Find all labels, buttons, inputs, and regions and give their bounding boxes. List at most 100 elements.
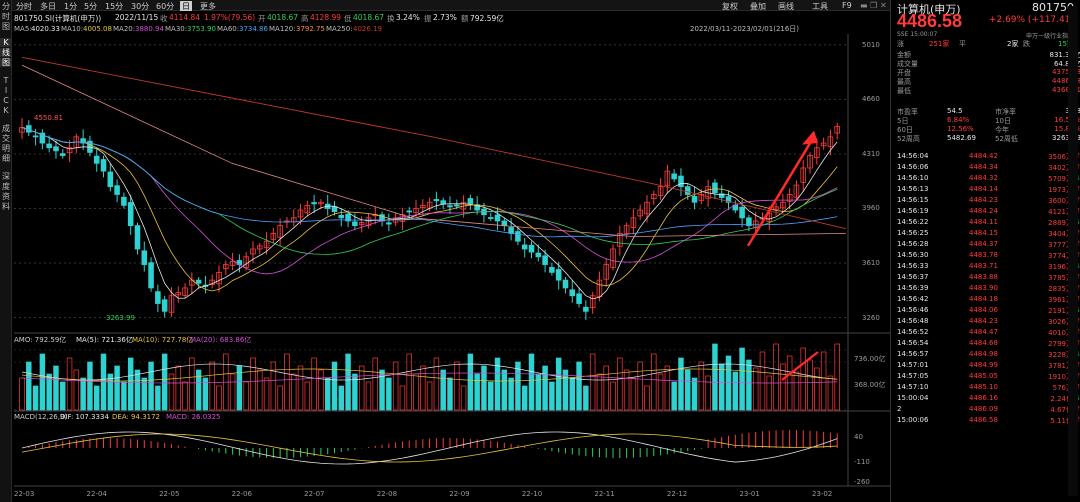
volume-bar [657,373,664,411]
stat-label: 60日 [897,126,913,134]
ma-value: 3880.94 [135,25,164,33]
left-tab-char[interactable]: C [3,96,9,105]
tick-vol: 2835万 [1048,285,1073,293]
period-tab[interactable]: 多日 [40,2,56,11]
volume-bar [691,377,698,411]
macd-label: MACD(12,26,9) [14,413,68,421]
tick-price: 4484.06 [969,306,998,314]
left-tab-char[interactable]: 图 [0,58,12,67]
left-tab-char[interactable]: K [0,38,12,47]
period-tab[interactable]: 15分 [105,2,124,11]
restore-icon[interactable]: ❐ [870,1,878,10]
period-tab[interactable]: 5分 [84,2,98,11]
left-tab-char[interactable]: 资 [2,192,10,201]
volume-bar [515,361,521,411]
toolbar-button[interactable]: 工具 [812,2,828,11]
candle-body [746,217,752,227]
toolbar-button[interactable]: 画线 [778,2,794,11]
volume-bar [766,375,773,411]
kline-chart[interactable] [12,0,890,502]
toolbar-button[interactable]: 复权 [722,2,738,11]
tick-time: 14:56:30 [897,251,929,259]
tick-price: 4483.90 [969,284,998,292]
volume-bar [134,369,141,411]
stat-label: 10日 [995,117,1011,125]
index-name: 计算机(申万) [897,3,961,16]
candle-body [528,244,535,253]
volume-bar [562,369,569,411]
left-tab-char[interactable]: 时 [2,12,10,21]
left-tab-char[interactable]: 图 [2,22,10,31]
volume-bar [752,367,759,411]
left-tab-char[interactable]: 细 [2,154,10,163]
left-tab-char[interactable]: 交 [2,134,10,143]
volume-bar [60,381,66,411]
candle-body [793,184,800,198]
date-tick: 22-07 [304,490,325,498]
tick-time: 14:56:46 [897,306,929,314]
left-tab-char[interactable]: 明 [2,144,10,153]
volume-bar [596,373,603,411]
flat-lbl: 平 [959,40,966,48]
tick-vol: 2889万 [1048,219,1073,227]
period-tab[interactable]: 日 [180,1,192,12]
macd-dif-lbl: DIF: 107.3334 [60,413,109,421]
candle-body [100,159,107,172]
candle-body [535,252,542,258]
left-tab-char[interactable]: 度 [2,182,10,191]
candle-body [487,217,494,219]
candle-body [712,182,718,194]
volume-bar [610,381,616,411]
left-tab-char[interactable]: 成 [2,124,10,133]
candle-body [671,173,677,180]
volume-bar [175,365,181,411]
date-tick: 22-03 [14,490,35,498]
period-tab[interactable]: 30分 [131,2,150,11]
candle-body [386,222,392,225]
candle-body [657,186,664,196]
stat-value: 5482.69 [947,134,976,142]
toolbar-button[interactable]: F9 [842,1,852,10]
tick-price: 4484.14 [969,185,998,193]
volume-bar [39,353,46,411]
stat-label: 最高 [897,78,911,86]
candle-body [780,201,786,209]
candle-body [39,132,46,144]
period-tab[interactable]: 60分 [156,2,175,11]
tick-time: 14:56:22 [897,218,929,226]
left-tab-char[interactable]: 分 [2,2,10,11]
tick-vol: 2799万 [1048,340,1073,348]
left-tab-char[interactable]: T [3,76,9,85]
period-tab[interactable]: 1分 [64,2,78,11]
tick-price: 4484.23 [969,317,998,325]
volume-bar [617,357,623,411]
candle-body [53,146,59,152]
tick-price: 4484.15 [969,229,998,237]
volume-bar [148,361,154,411]
period-tab[interactable]: 更多 [200,2,216,11]
left-tab-char[interactable]: K [3,106,9,115]
scrollbar[interactable] [1068,6,1078,496]
toolbar-button[interactable]: 叠加 [750,2,766,11]
close-icon[interactable]: ✕ [880,1,887,10]
left-tab-char[interactable]: 深 [2,172,10,181]
period-tab[interactable]: 分时 [16,2,32,11]
volume-bar [291,373,297,411]
left-tab-char[interactable]: 线 [0,48,12,57]
ma-line-5 [21,127,838,300]
vol-tick: 736.00亿 [854,355,886,363]
tick-time: 14:57:05 [897,372,929,380]
left-tab-char[interactable]: I [4,86,8,95]
minimize-icon[interactable]: ▬ [860,1,868,10]
left-tab-char[interactable]: 料 [2,202,10,211]
volume-bar [589,353,596,411]
volume-bar [746,359,752,411]
volume-bar [780,363,786,411]
tick-vol: 3781万 [1048,362,1073,370]
